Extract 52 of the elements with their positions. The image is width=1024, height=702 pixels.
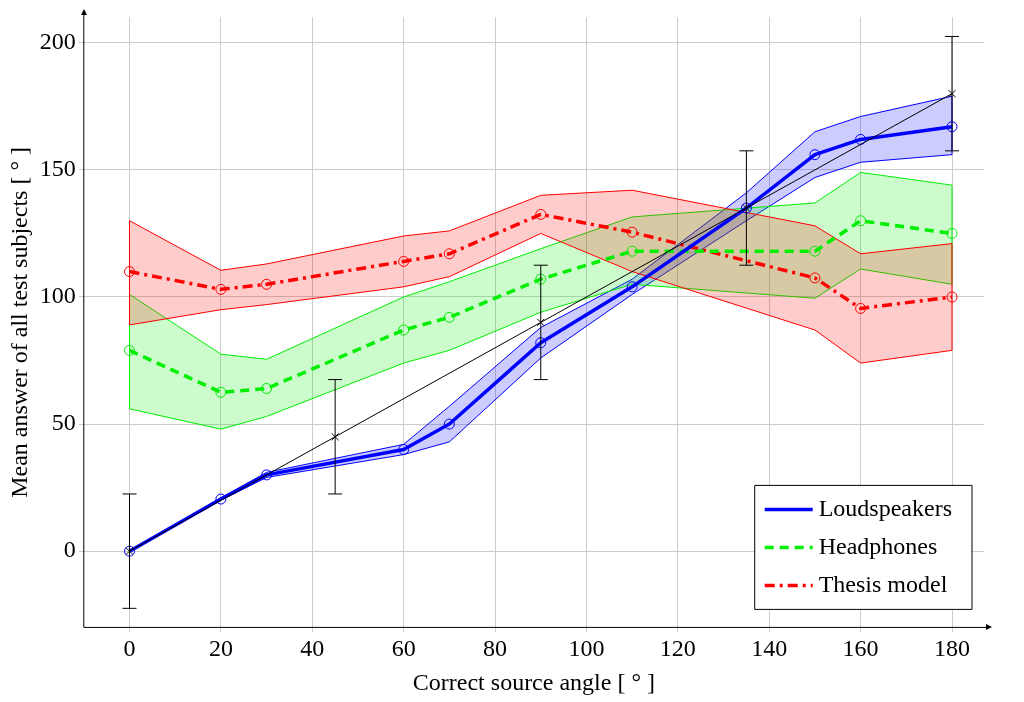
point [946, 121, 958, 133]
point [215, 283, 227, 295]
point [261, 382, 273, 394]
x-tick-label: 0 [123, 635, 136, 662]
point [124, 344, 135, 356]
x-tick-label: 120 [659, 635, 696, 662]
x-tick-label: 40 [300, 635, 325, 662]
point [261, 278, 273, 290]
point [947, 89, 957, 98]
x-tick-label: 160 [842, 635, 879, 662]
point [535, 337, 547, 349]
point [215, 493, 227, 505]
x-tick-label: 80 [483, 635, 508, 662]
point [626, 226, 638, 238]
point [809, 272, 821, 284]
point [536, 318, 545, 327]
point [215, 386, 227, 398]
x-tick-label: 140 [751, 635, 788, 662]
x-axis-title: Correct source angle [ ° ] [412, 668, 655, 695]
y-tick-label: 50 [51, 409, 76, 436]
point [946, 227, 958, 239]
x-tick-label: 60 [391, 635, 416, 662]
x-tick-label: 180 [934, 635, 971, 662]
legend-label: Loudspeakers [818, 494, 953, 521]
point [855, 302, 867, 314]
x-tick-label: 20 [208, 635, 233, 662]
point [443, 418, 455, 430]
point [809, 245, 821, 257]
point [398, 255, 410, 267]
point [398, 324, 410, 336]
y-tick-label: 0 [63, 536, 76, 563]
point [626, 281, 638, 293]
point [398, 443, 410, 455]
point [261, 469, 273, 481]
point [626, 245, 638, 257]
point [124, 266, 135, 278]
point [946, 291, 958, 303]
y-tick-label: 150 [39, 155, 76, 182]
y-tick-label: 100 [39, 282, 76, 309]
point [809, 149, 821, 161]
x-tick-label: 100 [568, 635, 605, 662]
point [855, 215, 867, 227]
y-axis-title: Mean answer of all test subjects [ ° ] [5, 146, 32, 498]
point [855, 133, 867, 145]
legend-label: Headphones [818, 532, 938, 559]
point [535, 273, 547, 285]
legend-label: Thesis model [818, 570, 948, 597]
point [443, 248, 455, 260]
point [443, 311, 455, 323]
point [331, 432, 340, 441]
y-tick-label: 200 [39, 28, 76, 55]
point [535, 208, 547, 220]
